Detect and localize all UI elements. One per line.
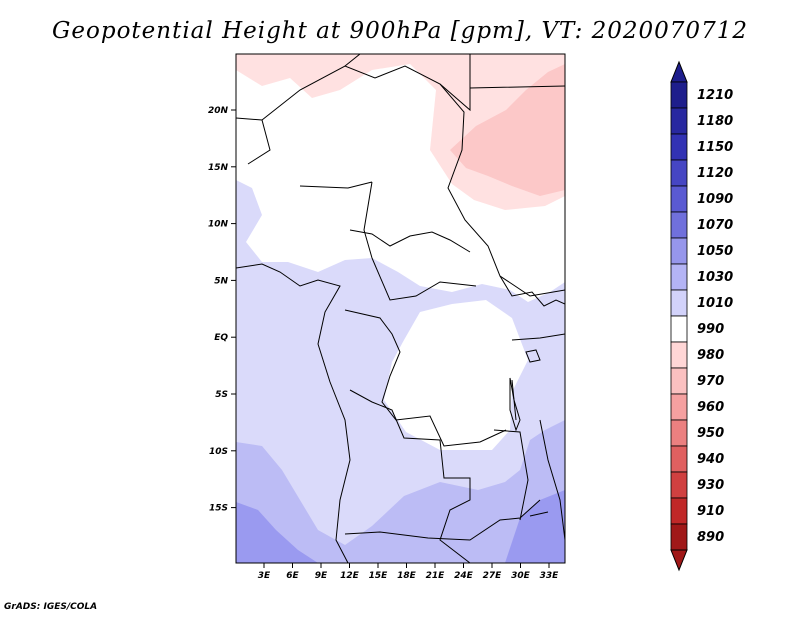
colorbar-swatch: [670, 237, 688, 265]
colorbar-label: 1210: [697, 88, 733, 103]
field-970: [450, 64, 565, 196]
border-east: [499, 275, 565, 541]
lat-tick-label: 10N: [208, 220, 229, 230]
lon-tick-label: 9E: [315, 571, 328, 581]
colorbar-swatch: [670, 445, 688, 473]
lat-tick-label: 5N: [214, 276, 228, 286]
colorbar-label: 970: [697, 374, 724, 389]
map-frame: [235, 53, 566, 564]
colorbar-label: 1120: [697, 166, 733, 181]
field-1030: [236, 420, 565, 563]
lat-tick-label: 15N: [208, 163, 229, 173]
lon-tick-label: 27E: [483, 571, 503, 581]
colorbar-label: 890: [697, 530, 724, 545]
lon-tick-label: 3E: [258, 571, 271, 581]
colorbar-label: 1050: [697, 244, 733, 259]
lat-tick-label: 10S: [209, 447, 228, 457]
longitude-ticks: 3E 6E 9E 12E 15E 18E 21E 24E 27E 30E 33E: [258, 563, 559, 581]
colorbar-swatch: [670, 523, 688, 551]
colorbar-swatch: [670, 263, 688, 291]
colorbar-swatch: [670, 185, 688, 213]
colorbar-bottom-arrow: [670, 549, 688, 572]
border-north-africa: [236, 65, 565, 297]
coastline: [236, 263, 351, 563]
lat-tick-label: 15S: [209, 504, 228, 514]
colorbar-label: 950: [697, 426, 724, 441]
colorbar-swatch: [670, 471, 688, 499]
colorbar-swatch: [670, 81, 688, 109]
colorbar-swatch: [670, 393, 688, 421]
lake-outline: [509, 349, 549, 517]
colorbar-swatch: [670, 107, 688, 135]
lat-tick-label: EQ: [214, 333, 228, 343]
colorbar-swatch: [670, 211, 688, 239]
colorbar-swatch: [670, 419, 688, 447]
colorbar-swatch: [670, 133, 688, 161]
lon-tick-label: 12E: [340, 571, 360, 581]
border-sahel: [299, 54, 565, 259]
colorbar-label: 1070: [697, 218, 733, 233]
colorbar-label: 1090: [697, 192, 733, 207]
colorbar-label: 930: [697, 478, 724, 493]
colorbar-label: 1180: [697, 114, 733, 129]
colorbar-swatch: [670, 289, 688, 317]
height-field: [236, 54, 565, 563]
colorbar-swatch: [670, 341, 688, 369]
colorbar-label: 960: [697, 400, 724, 415]
lon-tick-label: 18E: [397, 571, 417, 581]
border-central: [344, 257, 507, 447]
colorbar-swatch: [670, 497, 688, 525]
colorbar-label: 1150: [697, 140, 733, 155]
colorbar-swatch: [670, 315, 688, 343]
lon-tick-label: 24E: [454, 571, 474, 581]
lon-tick-label: 30E: [511, 571, 531, 581]
field-1050: [236, 490, 565, 563]
colorbar-label: 910: [697, 504, 724, 519]
colorbar-swatch: [670, 159, 688, 187]
grads-credit: GrADS: IGES/COLA: [4, 602, 98, 612]
lon-tick-label: 6E: [286, 571, 299, 581]
lon-tick-label: 15E: [369, 571, 389, 581]
colorbar: 1210 1180 1150 1120 1090 1070 1050 1030 1010 990 9…: [670, 60, 733, 572]
colorbar-top-arrow: [670, 60, 688, 83]
colorbar-label: 1010: [697, 296, 733, 311]
colorbar-label: 980: [697, 348, 724, 363]
lon-tick-label: 21E: [426, 571, 446, 581]
lat-tick-label: 5S: [215, 390, 228, 400]
lat-tick-label: 20N: [208, 106, 229, 116]
colorbar-label: 990: [697, 322, 724, 337]
latitude-ticks: 20N 15N 10N 5N EQ 5S 10S 15S: [208, 106, 236, 514]
colorbar-swatch: [670, 367, 688, 395]
colorbar-label: 940: [697, 452, 724, 467]
political-boundaries: [236, 54, 565, 563]
lon-tick-label: 33E: [540, 571, 560, 581]
colorbar-label: 1030: [697, 270, 733, 285]
map-title: Geopotential Height at 900hPa [gpm], VT:…: [52, 18, 748, 44]
border-south: [344, 389, 541, 563]
field-990-inner: [384, 300, 528, 450]
